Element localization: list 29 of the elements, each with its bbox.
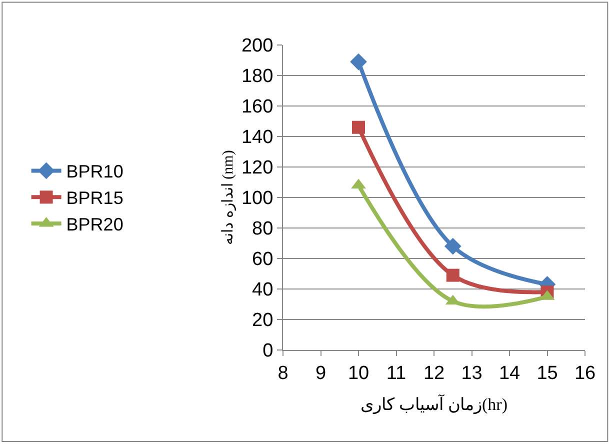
y-tick-label: 140 [241, 127, 274, 148]
point [352, 120, 365, 134]
y-tick-label: 160 [241, 96, 274, 118]
y-axis-title: اندازه دانه (nm) [220, 150, 237, 245]
x-tick-label: 11 [386, 362, 406, 384]
legend-label: BPR15 [66, 188, 124, 208]
y-tick-label: 180 [241, 66, 274, 88]
y-tick-label: 100 [241, 188, 274, 210]
x-tick-label: 15 [536, 362, 558, 384]
x-tick-label: 12 [423, 362, 445, 384]
point [444, 238, 462, 255]
y-tick-label: 0 [262, 340, 274, 362]
x-tick-label: 8 [278, 362, 288, 384]
legend-label: BPR20 [66, 214, 124, 235]
point [350, 53, 367, 70]
y-tick-label: 120 [241, 158, 274, 179]
x-tick-label: 16 [574, 362, 596, 384]
x-axis-title: زمان آسیاب کاری(hr) [360, 393, 508, 416]
y-tick-label: 200 [241, 36, 274, 57]
point [446, 268, 460, 282]
y-tick-label: 40 [252, 280, 274, 301]
x-tick-label: 13 [461, 362, 482, 384]
legend-label: BPR10 [66, 162, 124, 182]
y-tick-label: 60 [252, 249, 274, 270]
y-tick-label: 80 [252, 218, 274, 240]
x-tick-label: 14 [498, 362, 520, 384]
x-tick-label: 9 [315, 362, 326, 384]
x-tick-label: 10 [348, 362, 370, 384]
y-tick-label: 20 [252, 310, 274, 332]
